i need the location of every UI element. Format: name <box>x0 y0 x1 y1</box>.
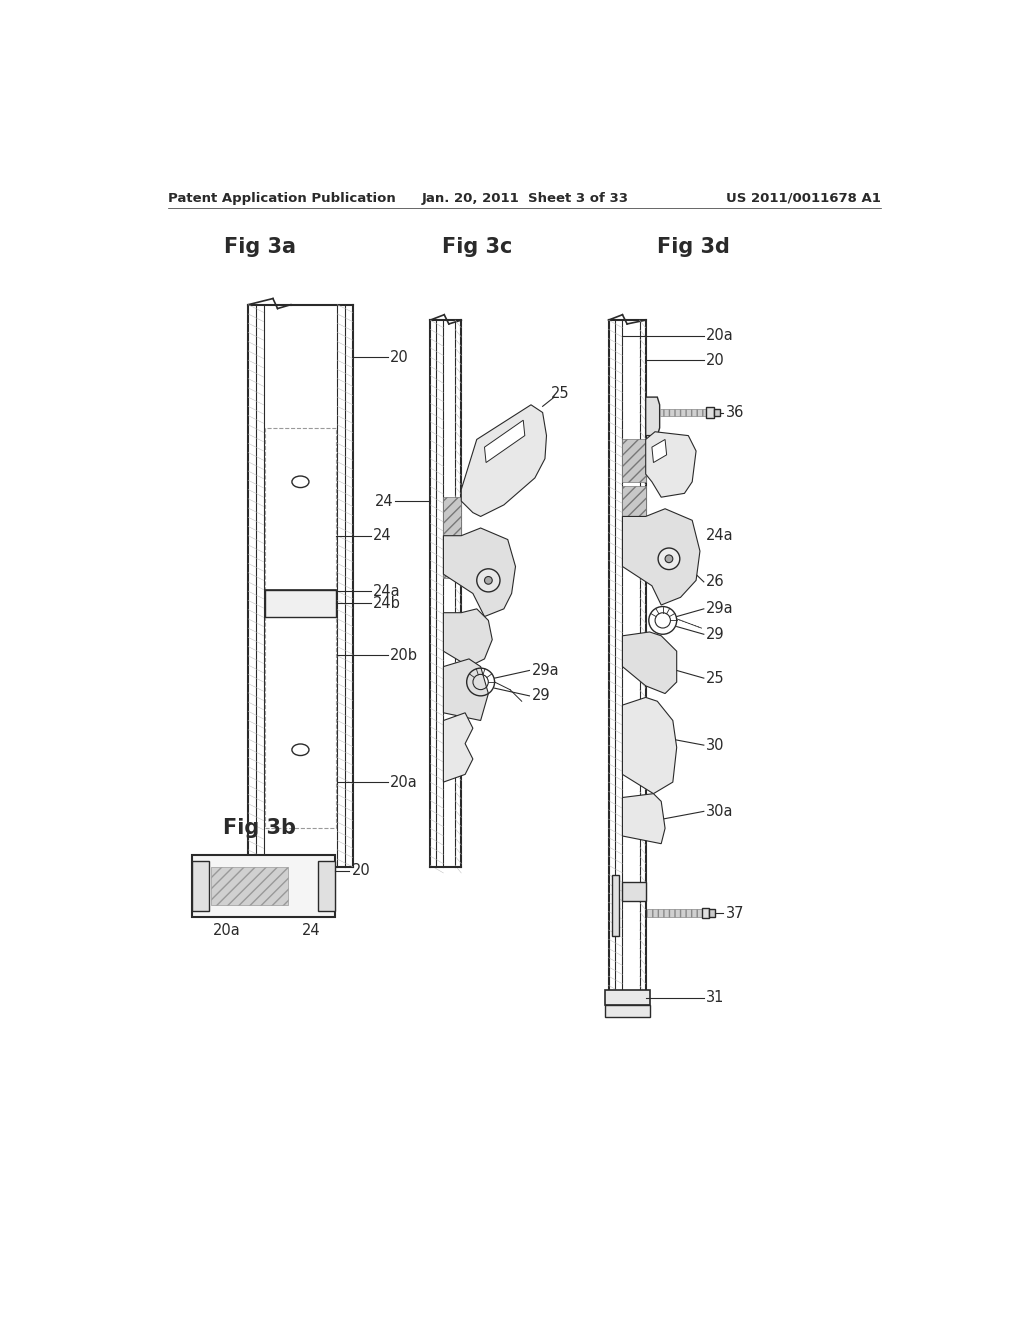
Text: Patent Application Publication: Patent Application Publication <box>168 191 396 205</box>
Text: 25: 25 <box>707 671 725 685</box>
Polygon shape <box>646 432 696 498</box>
Text: Fig 3d: Fig 3d <box>657 238 730 257</box>
Text: 20: 20 <box>390 350 409 364</box>
Bar <box>191 855 335 917</box>
Text: 24: 24 <box>302 923 321 939</box>
Text: 31: 31 <box>707 990 725 1006</box>
Text: 26: 26 <box>707 574 725 590</box>
Bar <box>317 862 335 911</box>
Bar <box>701 908 710 919</box>
Text: 24a: 24a <box>373 583 400 599</box>
Polygon shape <box>443 713 473 781</box>
Polygon shape <box>652 440 667 462</box>
Text: Jan. 20, 2011  Sheet 3 of 33: Jan. 20, 2011 Sheet 3 of 33 <box>421 191 629 205</box>
Text: 24b: 24b <box>373 595 400 611</box>
Polygon shape <box>443 528 515 616</box>
Bar <box>443 498 461 540</box>
Bar <box>623 882 646 902</box>
Text: 36: 36 <box>726 405 743 420</box>
Circle shape <box>658 548 680 570</box>
Bar <box>647 909 701 917</box>
Polygon shape <box>443 609 493 667</box>
Circle shape <box>477 569 500 591</box>
Polygon shape <box>623 697 677 793</box>
Polygon shape <box>461 405 547 516</box>
Bar <box>710 909 716 917</box>
Text: 29: 29 <box>531 688 551 704</box>
Bar <box>612 874 618 936</box>
Text: 20a: 20a <box>390 775 418 789</box>
Polygon shape <box>623 793 665 843</box>
Text: 20a: 20a <box>707 327 734 343</box>
Text: 20: 20 <box>707 352 725 368</box>
Text: 30a: 30a <box>707 804 733 818</box>
Text: 29: 29 <box>707 627 725 642</box>
Polygon shape <box>484 420 524 462</box>
Bar <box>211 867 289 906</box>
Text: Fig 3c: Fig 3c <box>441 238 512 257</box>
Text: Fig 3a: Fig 3a <box>224 238 296 257</box>
Text: US 2011/0011678 A1: US 2011/0011678 A1 <box>726 191 882 205</box>
Polygon shape <box>623 508 700 605</box>
Bar <box>604 1006 649 1016</box>
Polygon shape <box>443 659 488 721</box>
Bar <box>265 590 336 616</box>
Text: 25: 25 <box>550 385 569 401</box>
Bar <box>191 862 209 911</box>
Text: 20: 20 <box>352 863 371 878</box>
Bar <box>714 409 720 416</box>
Text: 37: 37 <box>726 906 744 920</box>
Bar <box>265 428 336 829</box>
Bar <box>623 440 646 482</box>
Circle shape <box>665 554 673 562</box>
Circle shape <box>484 577 493 585</box>
Bar <box>707 407 714 418</box>
Text: 24: 24 <box>375 494 393 508</box>
Text: 24a: 24a <box>707 528 734 544</box>
Text: 29a: 29a <box>707 602 734 616</box>
Bar <box>604 990 649 1006</box>
Text: 30: 30 <box>707 738 725 752</box>
Bar <box>623 486 646 520</box>
Text: Fig 3b: Fig 3b <box>223 818 296 838</box>
Polygon shape <box>646 397 659 436</box>
Text: 20b: 20b <box>390 648 418 663</box>
Polygon shape <box>623 632 677 693</box>
Bar <box>443 544 461 578</box>
Bar <box>659 409 707 416</box>
Text: 24: 24 <box>373 528 391 544</box>
Text: 29a: 29a <box>531 663 559 678</box>
Text: 20a: 20a <box>213 923 241 939</box>
